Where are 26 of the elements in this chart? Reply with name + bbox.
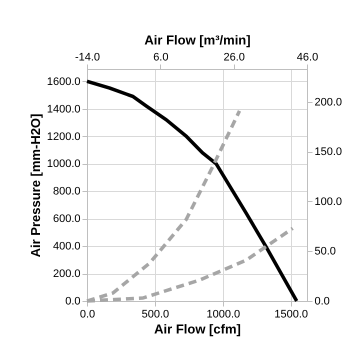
y-tick-label: 200.0	[52, 268, 80, 280]
y-tick-label: 1000.0	[46, 158, 80, 170]
y2-tick-label: 50.0	[314, 246, 336, 258]
y-tick-label: 0.0	[65, 296, 80, 308]
line-series	[85, 80, 298, 303]
y-tick-label: 1200.0	[46, 130, 80, 143]
y-tick-label: 600.0	[52, 213, 80, 226]
y2-tick-label: 0.0	[314, 296, 330, 308]
y-tick-label: 1600.0	[46, 76, 80, 88]
x2-tick-label: 6.0	[153, 52, 168, 64]
x2-tick-label: 46.0	[296, 52, 318, 64]
x2-axis-title: Air Flow [m³/min]	[144, 32, 251, 48]
x-tick-label: 1500.0	[274, 308, 308, 320]
y-tick-label: 400.0	[52, 240, 80, 253]
y2-tick-label: 100.0	[314, 196, 342, 208]
x2-tick-label: -14.0	[74, 52, 100, 64]
y-tick-label: 800.0	[52, 186, 80, 198]
x-tick-label: 0.0	[80, 308, 96, 320]
x2-tick-label: 26.0	[223, 52, 245, 64]
y-tick-label: 1400.0	[46, 103, 80, 116]
x-tick-label: 1000.0	[206, 308, 240, 320]
y2-tick-label: 150.0	[314, 146, 342, 158]
y2-tick-label: 200.0	[314, 96, 342, 108]
x-tick-label: 500.0	[142, 308, 170, 320]
y-axis-title: Air Pressure [mm-H2O]	[28, 114, 43, 258]
x-axis-title: Air Flow [cfm]	[154, 322, 241, 336]
